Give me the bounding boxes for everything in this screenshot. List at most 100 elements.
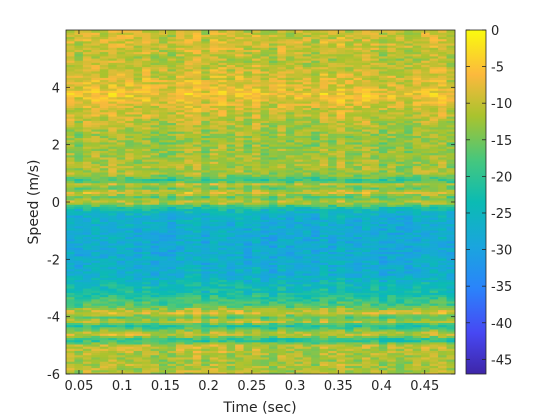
heatmap-cell: [99, 118, 109, 121]
heatmap-cell: [133, 290, 143, 293]
heatmap-cell: [99, 358, 109, 362]
heatmap-cell: [175, 186, 185, 190]
heatmap-cell: [260, 81, 270, 85]
heatmap-cell: [167, 234, 177, 237]
heatmap-cell: [201, 107, 211, 111]
heatmap-cell: [142, 57, 152, 61]
heatmap-cell: [125, 163, 135, 167]
heatmap-cell: [108, 221, 118, 225]
heatmap-cell: [74, 251, 84, 255]
heatmap-cell: [294, 83, 304, 87]
heatmap-cell: [302, 30, 312, 33]
heatmap-cell: [184, 109, 194, 113]
heatmap-cell: [226, 128, 236, 132]
heatmap-cell: [184, 191, 194, 194]
heatmap-cell: [82, 253, 92, 257]
heatmap-cell: [184, 242, 194, 246]
heatmap-cell: [226, 320, 236, 323]
heatmap-cell: [192, 178, 202, 182]
heatmap-cell: [201, 146, 211, 149]
heatmap-cell: [74, 208, 84, 212]
heatmap-cell: [226, 311, 236, 315]
heatmap-cell: [311, 335, 321, 339]
heatmap-cell: [192, 210, 202, 214]
heatmap-cell: [159, 214, 169, 218]
heatmap-cell: [82, 303, 92, 306]
heatmap-cell: [133, 240, 143, 244]
heatmap-cell: [285, 212, 295, 216]
heatmap-cell: [192, 352, 202, 356]
heatmap-cell: [82, 335, 92, 339]
heatmap-cell: [99, 180, 109, 184]
heatmap-cell: [294, 234, 304, 237]
heatmap-cell: [319, 189, 329, 192]
heatmap-cell: [159, 169, 169, 173]
heatmap-cell: [142, 178, 152, 182]
heatmap-cell: [235, 275, 245, 278]
heatmap-cell: [209, 354, 219, 358]
heatmap-cell: [66, 53, 76, 57]
heatmap-cell: [268, 333, 279, 336]
heatmap-cell: [302, 107, 312, 111]
heatmap-cell: [277, 116, 287, 119]
heatmap-cell: [175, 277, 185, 280]
heatmap-cell: [175, 281, 185, 285]
heatmap-cell: [91, 346, 101, 349]
heatmap-cell: [201, 354, 211, 358]
heatmap-cell: [285, 195, 295, 199]
heatmap-cell: [167, 223, 177, 227]
heatmap-cell: [268, 75, 279, 78]
heatmap-cell: [150, 247, 160, 250]
heatmap-cell: [66, 83, 76, 87]
heatmap-cell: [150, 350, 160, 354]
heatmap-cell: [108, 100, 118, 104]
heatmap-cell: [235, 83, 245, 87]
heatmap-cell: [116, 202, 126, 205]
heatmap-cell: [167, 75, 177, 78]
heatmap-cell: [133, 371, 143, 374]
heatmap-cell: [268, 103, 279, 106]
heatmap-cell: [125, 94, 135, 98]
heatmap-cell: [294, 202, 304, 205]
heatmap-cell: [285, 255, 295, 259]
heatmap-cell: [74, 131, 84, 134]
heatmap-cell: [252, 197, 262, 201]
heatmap-cell: [218, 195, 228, 199]
heatmap-cell: [116, 139, 126, 143]
heatmap-cell: [328, 315, 338, 319]
heatmap-cell: [218, 51, 228, 55]
heatmap-cell: [226, 212, 236, 216]
heatmap-cell: [235, 143, 245, 147]
heatmap-cell: [294, 311, 304, 315]
heatmap-cell: [150, 232, 160, 235]
heatmap-cell: [159, 281, 169, 285]
heatmap-cell: [159, 122, 169, 126]
heatmap-cell: [184, 309, 194, 313]
heatmap-cell: [150, 199, 160, 203]
heatmap-cell: [74, 34, 84, 38]
heatmap-cell: [108, 159, 118, 162]
heatmap-cell: [116, 131, 126, 134]
heatmap-cell: [277, 90, 287, 93]
heatmap-cell: [99, 294, 109, 298]
heatmap-cell: [277, 62, 287, 65]
heatmap-cell: [142, 165, 152, 169]
heatmap-cell: [235, 279, 245, 283]
heatmap-cell: [150, 253, 160, 257]
heatmap-cell: [91, 81, 101, 85]
heatmap-cell: [277, 197, 287, 201]
heatmap-cell: [277, 260, 287, 263]
heatmap-cell: [159, 346, 169, 349]
heatmap-cell: [260, 73, 270, 76]
heatmap-cell: [252, 174, 262, 177]
heatmap-cell: [142, 242, 152, 246]
heatmap-cell: [285, 337, 295, 341]
heatmap-cell: [91, 79, 101, 83]
heatmap-cell: [82, 38, 92, 42]
heatmap-cell: [209, 64, 219, 68]
heatmap-cell: [66, 111, 76, 115]
heatmap-cell: [311, 154, 321, 158]
heatmap-cell: [201, 311, 211, 315]
heatmap-cell: [66, 148, 76, 151]
heatmap-cell: [108, 70, 118, 74]
